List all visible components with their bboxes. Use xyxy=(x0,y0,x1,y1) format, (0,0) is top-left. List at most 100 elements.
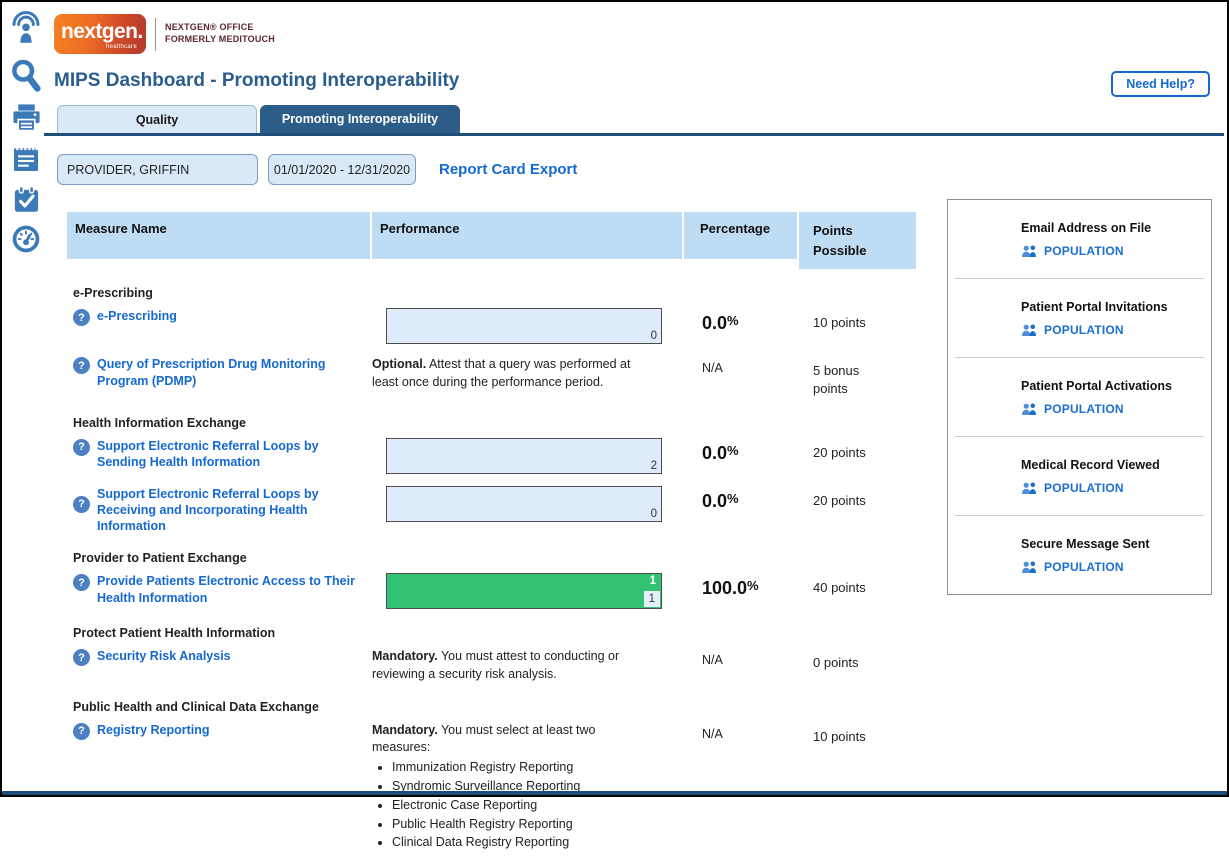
date-range-select[interactable]: 01/01/2020 - 12/31/2020 xyxy=(268,154,416,185)
section-label: e-Prescribing xyxy=(73,286,153,301)
measure-link[interactable]: e-Prescribing xyxy=(97,309,177,324)
list-item: Patient Portal Invitations POPULATION xyxy=(948,279,1211,357)
help-tooltip-icon[interactable]: ? xyxy=(73,438,90,456)
report-card-export-link[interactable]: Report Card Export xyxy=(439,161,578,178)
measure-link[interactable]: Support Electronic Referral Loops by Sen… xyxy=(97,438,319,469)
help-tooltip-icon[interactable]: ? xyxy=(73,309,90,327)
bar-numerator: 1 xyxy=(649,575,656,588)
list-item: Email Address on File POPULATION xyxy=(948,200,1211,278)
percentage-value: 0.0% xyxy=(702,313,739,334)
notes-icon[interactable] xyxy=(9,143,43,175)
measure-link[interactable]: Security Risk Analysis xyxy=(97,649,231,664)
bar-denominator: 0 xyxy=(650,330,657,343)
brand-logo: nextgen. healthcare NEXTGEN® OFFICE FORM… xyxy=(54,14,275,54)
col-percentage: Percentage xyxy=(684,212,797,259)
table-row: ? Query of Prescription Drug Monitoring … xyxy=(67,356,916,398)
table-header-row: Measure Name Performance Percentage Poin… xyxy=(67,212,916,270)
help-tooltip-icon[interactable]: ? xyxy=(73,495,90,513)
people-icon xyxy=(1022,482,1036,494)
population-link[interactable]: POPULATION xyxy=(1021,481,1201,495)
population-link-label: POPULATION xyxy=(1044,481,1124,495)
section-label: Public Health and Clinical Data Exchange xyxy=(73,699,319,714)
list-item: Clinical Data Registry Reporting xyxy=(392,834,656,851)
divider xyxy=(955,278,1204,279)
section-label: Health Information Exchange xyxy=(73,415,246,430)
print-icon[interactable] xyxy=(9,101,43,134)
performance-bar: 0 xyxy=(386,485,662,522)
col-points-possible: Points Possible xyxy=(799,212,916,270)
bar-denominator: 2 xyxy=(650,459,657,472)
filter-bar: PROVIDER, GRIFFIN 01/01/2020 - 12/31/202… xyxy=(57,154,577,185)
points-possible: 5 bonus points xyxy=(813,363,860,397)
bar-denominator: 0 xyxy=(650,507,657,520)
list-item: Immunization Registry Reporting xyxy=(392,759,656,776)
divider xyxy=(955,515,1204,516)
percentage-value: 0.0% xyxy=(702,442,739,463)
gauge-icon[interactable] xyxy=(9,223,43,255)
search-icon[interactable] xyxy=(9,56,43,94)
help-tooltip-icon[interactable]: ? xyxy=(73,574,90,592)
population-link-label: POPULATION xyxy=(1044,244,1124,258)
help-tooltip-icon[interactable]: ? xyxy=(73,357,90,375)
product-line2: FORMERLY MEDITOUCH xyxy=(165,34,275,44)
performance-text: Optional. Attest that a query was perfor… xyxy=(372,357,631,389)
population-item-title: Patient Portal Activations xyxy=(1021,379,1172,393)
performance-bar: 2 xyxy=(386,437,662,474)
calendar-check-icon[interactable] xyxy=(9,184,43,215)
population-link[interactable]: POPULATION xyxy=(1021,323,1201,337)
people-icon xyxy=(1022,561,1036,573)
performance-bar: 0 xyxy=(386,308,662,345)
mips-dashboard-page: { "brand": { "logo_text": "nextgen.", "l… xyxy=(0,0,1229,797)
performance-bar: 1 1 xyxy=(386,573,662,610)
col-measure-name: Measure Name xyxy=(67,212,370,259)
population-item-title: Patient Portal Invitations xyxy=(1021,300,1168,314)
population-link[interactable]: POPULATION xyxy=(1021,560,1201,574)
population-link-label: POPULATION xyxy=(1044,402,1124,416)
points-possible: 20 points xyxy=(813,444,866,460)
people-icon xyxy=(1022,403,1036,415)
population-link[interactable]: POPULATION xyxy=(1021,244,1201,258)
logo-subtext: healthcare xyxy=(105,44,137,50)
population-link[interactable]: POPULATION xyxy=(1021,402,1201,416)
measure-link[interactable]: Registry Reporting xyxy=(97,722,210,737)
provider-select[interactable]: PROVIDER, GRIFFIN xyxy=(57,154,258,185)
logo-divider xyxy=(155,17,156,51)
table-row: ? Security Risk Analysis Mandatory. You … xyxy=(67,648,916,683)
population-item-title: Secure Message Sent xyxy=(1021,537,1150,551)
help-tooltip-icon[interactable]: ? xyxy=(73,722,90,740)
tab-quality[interactable]: Quality xyxy=(57,105,257,133)
bottom-divider xyxy=(2,791,1227,795)
table-row: ? e-Prescribing 0 0.0% 10 points xyxy=(67,308,916,345)
nextgen-logo: nextgen. healthcare xyxy=(54,14,146,54)
tab-promoting-interoperability[interactable]: Promoting Interoperability xyxy=(260,105,460,133)
logo-text: nextgen. xyxy=(61,20,143,43)
need-help-button[interactable]: Need Help? xyxy=(1111,71,1210,97)
table-row: ? Provide Patients Electronic Access to … xyxy=(67,573,916,610)
product-line1: NEXTGEN® OFFICE xyxy=(165,22,254,33)
section-label: Provider to Patient Exchange xyxy=(73,551,247,566)
population-item-title: Medical Record Viewed xyxy=(1021,458,1160,472)
help-tooltip-icon[interactable]: ? xyxy=(73,649,90,667)
percentage-value: 100.0% xyxy=(702,578,759,599)
percentage-value: N/A xyxy=(702,361,723,376)
people-icon xyxy=(1022,324,1036,336)
measure-link[interactable]: Query of Prescription Drug Monitoring Pr… xyxy=(97,357,326,388)
points-possible: 0 points xyxy=(813,655,859,671)
percentage-value: N/A xyxy=(702,726,723,741)
tab-bar: Quality Promoting Interoperability xyxy=(44,105,1224,136)
measure-table: Measure Name Performance Percentage Poin… xyxy=(67,212,916,865)
list-item: Medical Record Viewed POPULATION xyxy=(948,437,1211,515)
percentage-value: 0.0% xyxy=(702,490,739,511)
table-row: ? Support Electronic Referral Loops by S… xyxy=(67,437,916,474)
points-possible: 10 points xyxy=(813,728,866,744)
section-label: Protect Patient Health Information xyxy=(73,626,276,641)
list-item: Public Health Registry Reporting xyxy=(392,816,656,833)
people-icon xyxy=(1022,245,1036,257)
measure-link[interactable]: Support Electronic Referral Loops by Rec… xyxy=(97,486,319,534)
population-item-title: Email Address on File xyxy=(1021,221,1152,235)
points-possible: 40 points xyxy=(813,580,866,596)
table-row: ? Support Electronic Referral Loops by R… xyxy=(67,485,916,535)
measure-link[interactable]: Provide Patients Electronic Access to Th… xyxy=(97,574,355,605)
podcast-icon[interactable] xyxy=(9,9,43,47)
population-link-label: POPULATION xyxy=(1044,560,1124,574)
